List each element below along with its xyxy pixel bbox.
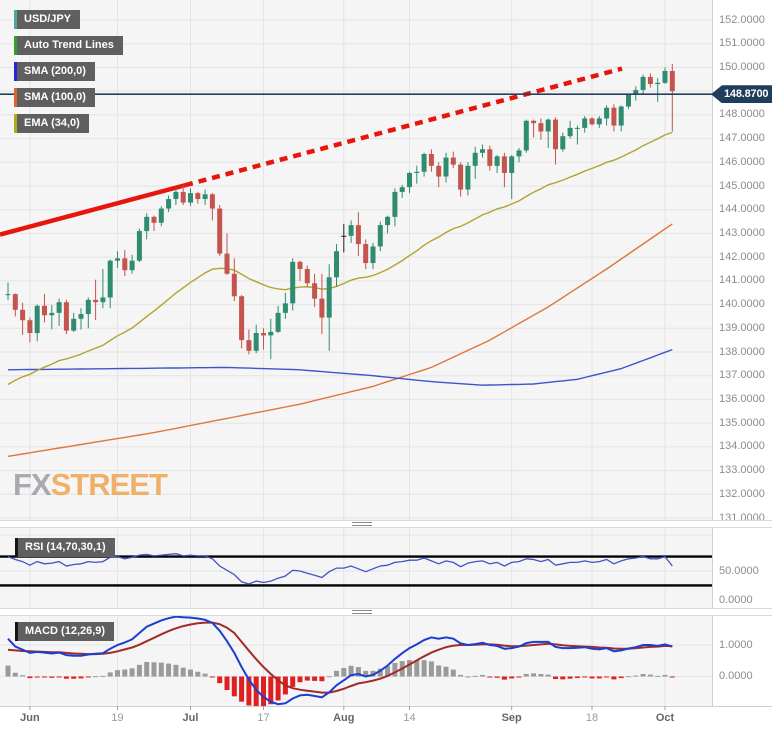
price-axis-label: 133.0000 <box>719 464 765 477</box>
rsi-line <box>7 553 673 585</box>
rsi-label-text: RSI (14,70,30,1) <box>18 538 115 557</box>
price-axis-label: 140.0000 <box>719 298 765 311</box>
price-axis-label: 150.0000 <box>719 60 765 73</box>
macd-axis-label: 0.0000 <box>719 670 753 682</box>
time-axis-label: 14 <box>403 712 416 724</box>
panel-separators <box>0 0 772 707</box>
ema34-color-chip <box>14 114 17 133</box>
price-axis-label: 134.0000 <box>719 440 765 453</box>
watermark-fx: FX <box>13 467 52 502</box>
time-axis-label: Sep <box>501 712 522 724</box>
ema34-label: EMA (34,0) <box>17 114 89 133</box>
macd-panel[interactable] <box>5 616 675 707</box>
legend-item-symbol[interactable]: USD/JPY <box>14 10 81 29</box>
sma200-color-chip <box>14 62 17 81</box>
price-axis-label: 139.0000 <box>719 321 765 334</box>
macd-line <box>7 616 673 706</box>
trend-line-dashed[interactable] <box>184 66 623 188</box>
price-axis-label: 147.0000 <box>719 132 765 145</box>
rsi-axis-label: 0.0000 <box>719 593 753 606</box>
last-price-tag: 148.8700 <box>711 85 772 104</box>
trend-line-solid[interactable] <box>0 183 186 237</box>
candles-layer <box>5 63 675 360</box>
time-axis-label: Aug <box>333 712 355 724</box>
divider-drag-handle-icon[interactable] <box>352 522 372 528</box>
symbol-label: USD/JPY <box>17 10 81 29</box>
legend-item-auto-trend-lines[interactable]: Auto Trend Lines <box>14 36 123 55</box>
time-axis-label: Oct <box>655 712 675 724</box>
price-axis-label: 145.0000 <box>719 179 765 192</box>
ema34-line <box>7 131 673 386</box>
price-axis-label: 135.0000 <box>719 416 765 429</box>
rsi-axis-label: 50.0000 <box>719 564 759 577</box>
indicator-legend: USD/JPY Auto Trend Lines SMA (200,0) SMA… <box>14 10 123 140</box>
price-axis-label: 132.0000 <box>719 487 765 500</box>
price-axis-label: 137.0000 <box>719 369 765 382</box>
macd-label-text: MACD (12,26,9) <box>18 622 115 641</box>
rsi-panel[interactable] <box>0 553 712 587</box>
price-axis-label: 138.0000 <box>719 345 765 358</box>
sma100-label: SMA (100,0) <box>17 88 95 107</box>
sma100-line <box>7 223 673 457</box>
rsi-color-chip <box>15 538 18 557</box>
macd-axis-label: 1.0000 <box>719 638 753 651</box>
main-price-panel[interactable] <box>0 63 712 457</box>
sma100-color-chip <box>14 88 17 107</box>
time-axis-label: 19 <box>111 712 124 724</box>
fxstreet-watermark: FXSTREET <box>13 467 168 502</box>
legend-item-sma200[interactable]: SMA (200,0) <box>14 62 95 81</box>
legend-item-sma100[interactable]: SMA (100,0) <box>14 88 95 107</box>
divider-drag-handle-icon[interactable] <box>352 610 372 616</box>
sma200-line <box>7 348 673 386</box>
symbol-color-chip <box>14 10 17 29</box>
price-axis-label: 144.0000 <box>719 203 765 216</box>
watermark-street: STREET <box>50 467 168 502</box>
macd-indicator-label[interactable]: MACD (12,26,9) <box>15 622 115 641</box>
panel-divider-rsi[interactable] <box>0 520 772 528</box>
time-axis-label: 18 <box>585 712 599 724</box>
price-axis-label: 152.0000 <box>719 13 765 26</box>
price-axis-label: 142.0000 <box>719 250 765 263</box>
time-axis-label: 17 <box>257 712 270 724</box>
price-axis-label: 141.0000 <box>719 274 765 287</box>
rsi-indicator-label[interactable]: RSI (14,70,30,1) <box>15 538 115 557</box>
time-axis-label: Jul <box>182 712 199 724</box>
price-axis-label: 143.0000 <box>719 226 765 239</box>
trend-lines-color-chip <box>14 36 17 55</box>
price-axis-label: 146.0000 <box>719 155 765 168</box>
time-axis-label: Jun <box>20 712 40 724</box>
price-axis-label: 148.0000 <box>719 108 765 121</box>
time-axis-ticks <box>29 706 666 710</box>
macd-histogram <box>5 660 675 706</box>
sma200-label: SMA (200,0) <box>17 62 95 81</box>
price-axis-label: 136.0000 <box>719 392 765 405</box>
macd-signal-line <box>7 621 673 694</box>
legend-item-ema34[interactable]: EMA (34,0) <box>14 114 89 133</box>
panel-divider-macd[interactable] <box>0 608 772 616</box>
trend-lines-label: Auto Trend Lines <box>17 36 123 55</box>
macd-color-chip <box>15 622 18 641</box>
macd-panel-bg[interactable] <box>0 616 712 706</box>
price-axis-label: 151.0000 <box>719 37 765 50</box>
